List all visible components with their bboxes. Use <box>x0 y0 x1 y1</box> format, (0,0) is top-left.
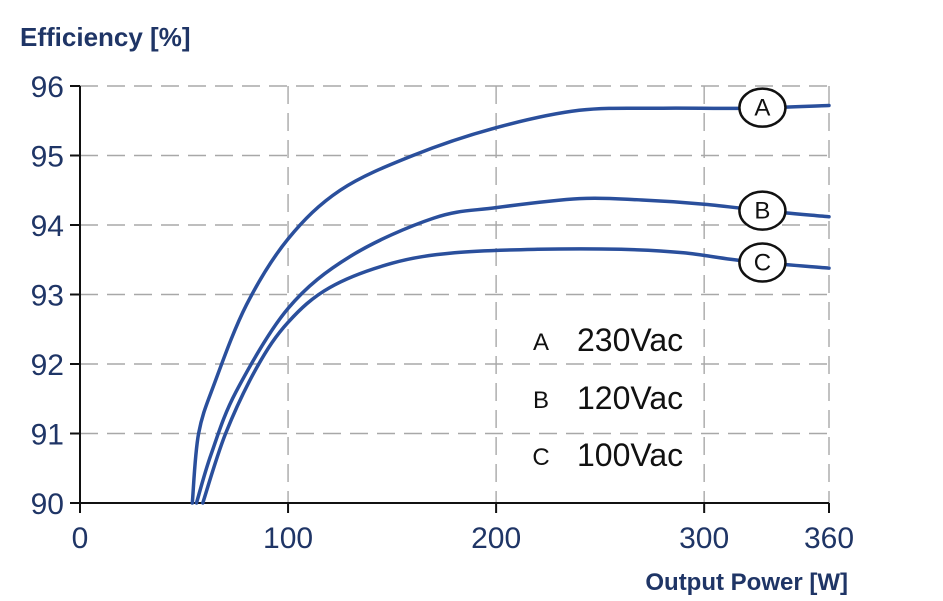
y-tick-label: 92 <box>31 349 64 382</box>
y-tick-label: 96 <box>31 71 64 104</box>
y-tick-label: 95 <box>31 141 64 174</box>
legend-label-B: 120Vac <box>577 380 683 416</box>
x-tick-label: 0 <box>72 522 89 555</box>
legend-letter-A: A <box>533 329 549 356</box>
x-tick-label: 300 <box>679 522 729 555</box>
series-marker-circle-A <box>738 87 787 128</box>
x-tick-label: 360 <box>804 522 854 555</box>
y-axis-title: Efficiency [%] <box>20 22 191 52</box>
series-marker-circle-B <box>738 190 787 231</box>
y-tick-label: 91 <box>31 419 64 452</box>
x-axis-title: Output Power [W] <box>645 569 848 596</box>
series-line-C <box>201 247 831 505</box>
y-tick-label: 93 <box>31 280 64 313</box>
y-tick-label: 94 <box>31 210 64 243</box>
series-marker-label-B: B <box>754 198 770 225</box>
y-tick-label: 90 <box>31 488 64 521</box>
series-marker-label-C: C <box>754 250 771 277</box>
series-lines <box>190 103 831 505</box>
series-line-A <box>190 103 831 505</box>
legend-label-C: 100Vac <box>577 437 683 473</box>
series-marker-circle-C <box>738 242 787 283</box>
series-line-B <box>194 196 831 505</box>
legend: A 230Vac B 120Vac C 100Vac <box>532 322 683 473</box>
series-marker-label-A: A <box>754 95 770 122</box>
x-tick-label: 100 <box>263 522 313 555</box>
legend-letter-C: C <box>532 444 549 471</box>
legend-label-A: 230Vac <box>577 322 683 358</box>
x-tick-label: 200 <box>471 522 521 555</box>
legend-letter-B: B <box>533 387 549 414</box>
series-markers: A BC <box>738 87 787 283</box>
grid-lines <box>80 85 830 503</box>
axes: 90 91 92 93 94 95 96 0 100 200 300 360 <box>31 71 854 555</box>
